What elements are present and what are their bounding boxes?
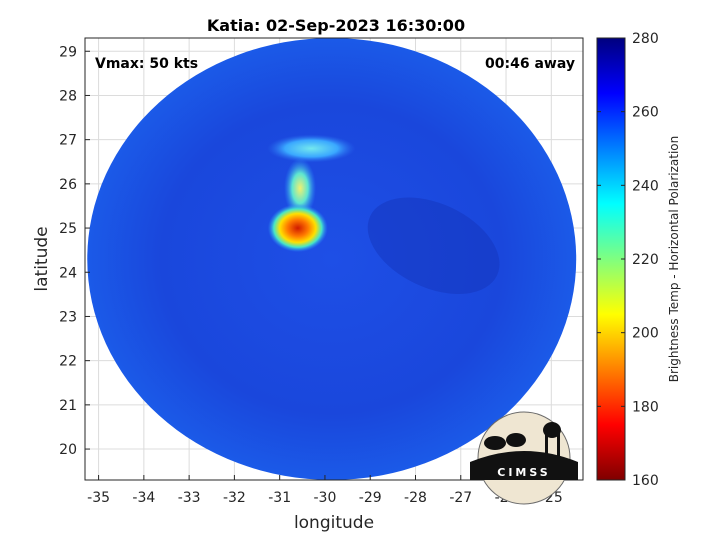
colorbar-tick-label: 280 (632, 31, 659, 47)
chart-title: Katia: 02-Sep-2023 16:30:00 (207, 16, 465, 35)
y-tick-label: 28 (59, 88, 77, 104)
logo-text: CIMSS (497, 466, 550, 479)
cold-core (267, 204, 328, 253)
x-tick-label: -33 (178, 490, 201, 506)
y-tick-label: 20 (59, 442, 77, 458)
swath (87, 38, 577, 480)
x-tick-label: -30 (314, 490, 337, 506)
colorbar-ticks: 160 180 200 220 240 260 280 (597, 31, 659, 489)
y-tick-label: 26 (59, 177, 77, 193)
x-tick-label: -28 (404, 490, 427, 506)
y-tick-label: 24 (59, 265, 77, 281)
y-tick-label: 23 (59, 309, 77, 325)
swath-layer (87, 38, 577, 480)
colorbar (596, 37, 626, 481)
colorbar-tick-label: 240 (632, 178, 659, 194)
colorbar-tick-label: 220 (632, 252, 659, 268)
y-tick-label: 29 (59, 44, 77, 60)
y-axis: 20 21 22 23 24 25 26 27 28 29 (59, 44, 90, 458)
time-away-label: 00:46 away (485, 56, 575, 72)
colorbar-tick-label: 180 (632, 399, 659, 415)
x-axis: -35-34-33-32-31-30-29-28-27-26-25 (87, 475, 563, 506)
y-tick-label: 22 (59, 354, 77, 370)
x-tick-label: -29 (359, 490, 382, 506)
x-tick-label: -35 (87, 490, 110, 506)
cimss-logo: CIMSS (470, 411, 578, 505)
y-tick-label: 21 (59, 398, 77, 414)
colorbar-label: Brightness Temp - Horizontal Polarizatio… (667, 136, 681, 383)
dark-band (367, 197, 500, 294)
band-segment (284, 158, 317, 219)
y-tick-label: 25 (59, 221, 77, 237)
x-tick-label: -34 (132, 490, 155, 506)
y-axis-label: latitude (32, 226, 52, 291)
y-tick-label: 27 (59, 133, 77, 149)
x-tick-label: -32 (223, 490, 246, 506)
vmax-label: Vmax: 50 kts (95, 56, 198, 72)
outer-cloud-band (267, 134, 356, 163)
x-tick-label: -27 (449, 490, 472, 506)
colorbar-tick-label: 160 (632, 473, 659, 489)
x-axis-label: longitude (294, 513, 374, 533)
colorbar-tick-label: 260 (632, 105, 659, 121)
colorbar-tick-label: 200 (632, 326, 659, 342)
x-tick-label: -31 (268, 490, 291, 506)
